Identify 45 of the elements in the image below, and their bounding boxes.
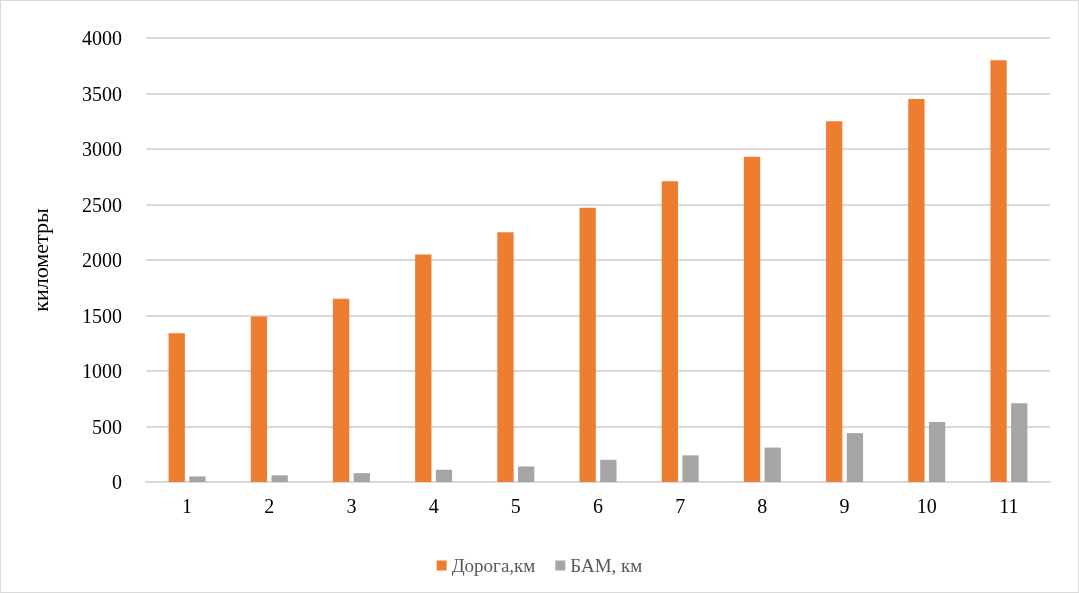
y-tick-label: 0	[112, 471, 122, 493]
bar	[743, 156, 761, 482]
bar	[579, 207, 596, 482]
bar	[332, 298, 350, 482]
bar	[435, 469, 453, 482]
bar	[661, 181, 678, 482]
bar	[990, 60, 1007, 482]
y-tick-label: 4000	[82, 27, 122, 49]
y-axis-title: километры	[27, 208, 53, 312]
bar	[415, 254, 432, 482]
x-tick-label: 4	[428, 495, 439, 517]
bar	[600, 459, 617, 482]
x-tick-label: 5	[510, 495, 521, 517]
bar	[682, 455, 699, 482]
bar	[250, 316, 268, 482]
x-tick-label: 8	[757, 495, 768, 517]
bar	[764, 447, 781, 482]
x-tick-label: 11	[999, 495, 1019, 517]
y-tick-label: 3000	[82, 138, 122, 160]
bar	[908, 99, 925, 482]
y-tick-label: 2500	[82, 193, 122, 216]
bar	[846, 433, 864, 482]
legend-label: Дорога,км	[451, 555, 536, 576]
y-tick-label: 1500	[82, 304, 122, 327]
bar	[928, 422, 946, 482]
x-tick-label: 3	[346, 495, 357, 517]
bar	[353, 473, 370, 482]
x-tick-label: 1	[182, 495, 193, 517]
bar	[168, 333, 185, 482]
x-tick-label: 7	[675, 495, 686, 517]
x-tick-label: 10	[916, 495, 937, 517]
y-tick-label: 3500	[82, 82, 122, 105]
bar	[1011, 403, 1028, 482]
y-tick-label: 500	[92, 415, 122, 438]
bar	[826, 121, 843, 482]
bar	[189, 476, 206, 482]
legend-label: БАМ, км	[570, 555, 643, 576]
x-tick-label: 6	[593, 495, 603, 517]
y-tick-label: 2000	[82, 249, 122, 271]
x-tick-label: 9	[839, 495, 850, 517]
y-tick-label: 1000	[82, 360, 122, 382]
bar	[497, 232, 514, 482]
bar	[271, 475, 288, 482]
x-tick-label: 2	[264, 495, 275, 517]
bar	[518, 466, 535, 482]
